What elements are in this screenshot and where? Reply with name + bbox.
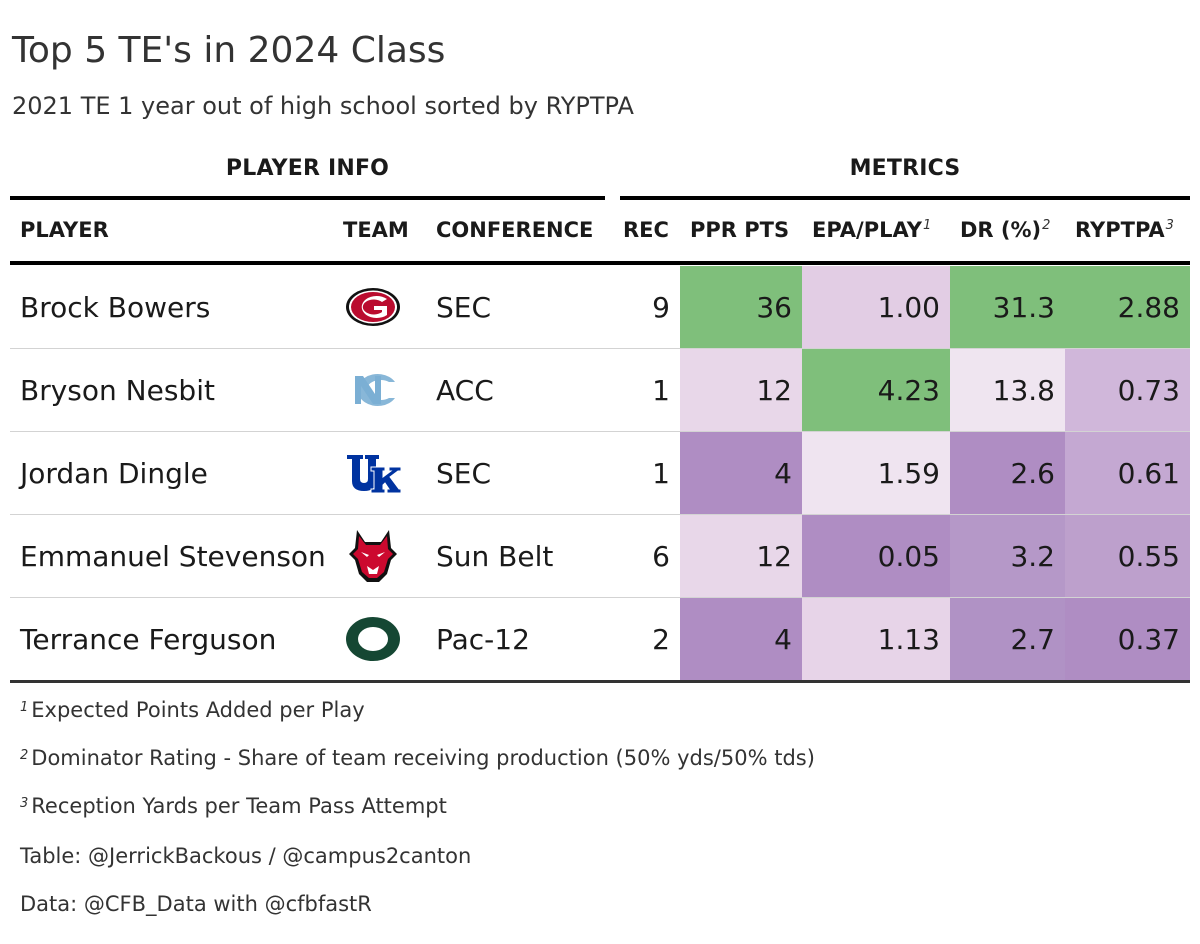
cell-dr: 31.3 [950,266,1065,349]
table-row: Emmanuel Stevenson Sun Belt 6 12 0.05 3.2 0.55 [10,515,1190,598]
arkansas-state-logo-icon [343,526,403,586]
column-header-ryptpa: RYPTPA3 [1075,218,1174,242]
source-note-data: Data: @CFB_Data with @cfbfastR [20,892,372,916]
cell-dr: 2.7 [950,598,1065,681]
cell-conference: ACC [436,374,494,407]
column-header-conference: CONFERENCE [436,218,594,242]
kentucky-logo-icon [343,443,403,503]
page-title: Top 5 TE's in 2024 Class [12,30,446,71]
column-header-team: TEAM [343,218,409,242]
cell-rec: 2 [652,623,670,656]
cell-dr: 2.6 [950,432,1065,515]
table-row: Jordan Dingle SEC 1 4 1.59 2.6 0.61 [10,432,1190,515]
cell-ppr: 4 [680,432,802,515]
unc-logo-icon [343,360,403,420]
cell-player: Brock Bowers [20,291,211,324]
georgia-logo-icon [343,277,403,337]
cell-epa: 1.13 [802,598,950,681]
cell-rec: 1 [652,374,670,407]
cell-ryptpa: 2.88 [1065,266,1190,349]
cell-ppr: 4 [680,598,802,681]
cell-conference: SEC [436,457,492,490]
cell-rec: 9 [652,291,670,324]
column-header-rec: REC [623,218,669,242]
cell-dr: 13.8 [950,349,1065,432]
footnote-2-text: Dominator Rating - Share of team receivi… [31,746,815,770]
column-header-ppr: PPR PTS [690,218,790,242]
column-header-epa: EPA/PLAY1 [812,218,931,242]
page-subtitle: 2021 TE 1 year out of high school sorted… [12,92,634,120]
spanner-player-info-line [10,196,605,200]
row-separator [10,348,1190,349]
cell-ppr: 12 [680,349,802,432]
footnote-2: 2 Dominator Rating - Share of team receiv… [20,746,815,770]
cell-player: Terrance Ferguson [20,623,277,656]
cell-rec: 6 [652,540,670,573]
oregon-logo-icon [343,609,403,669]
cell-conference: SEC [436,291,492,324]
spanner-metrics: METRICS [849,156,961,181]
cell-ryptpa: 0.73 [1065,349,1190,432]
footnote-3: 3 Reception Yards per Team Pass Attempt [20,794,447,818]
footnote-1-mark: 1 [20,700,29,715]
footnote-3-text: Reception Yards per Team Pass Attempt [31,794,447,818]
cell-ppr: 36 [680,266,802,349]
cell-ppr: 12 [680,515,802,598]
cell-conference: Pac-12 [436,623,530,656]
row-separator [10,514,1190,515]
spanner-player-info: PLAYER INFO [225,156,390,181]
footnote-2-mark: 2 [20,748,29,763]
cell-epa: 0.05 [802,515,950,598]
footnote-1-text: Expected Points Added per Play [31,698,365,722]
row-separator [10,431,1190,432]
spanner-metrics-line [620,196,1190,200]
cell-player: Bryson Nesbit [20,374,215,407]
cell-epa: 1.00 [802,266,950,349]
table-row: Terrance Ferguson Pac-12 2 4 1.13 2.7 0.37 [10,598,1190,681]
cell-epa: 4.23 [802,349,950,432]
table-row: Brock Bowers SEC 9 36 1.00 31.3 2.88 [10,266,1190,349]
column-header-player: PLAYER [20,218,109,242]
cell-ryptpa: 0.61 [1065,432,1190,515]
footnote-marker-2: 2 [1042,218,1051,233]
column-header-dr: DR (%)2 [960,218,1050,242]
footnote-marker-3: 3 [1165,218,1174,233]
column-header-epa-label: EPA/PLAY [812,218,922,242]
cell-player: Emmanuel Stevenson [20,540,326,573]
cell-dr: 3.2 [950,515,1065,598]
row-separator [10,597,1190,598]
source-note-table: Table: @JerrickBackous / @campus2canton [20,844,472,868]
column-header-dr-label: DR (%) [960,218,1042,242]
cell-player: Jordan Dingle [20,457,208,490]
header-rule [10,261,1190,265]
footnote-1: 1 Expected Points Added per Play [20,698,365,722]
column-header-ryptpa-label: RYPTPA [1075,218,1165,242]
table-row: Bryson Nesbit ACC 1 12 4.23 13.8 0.73 [10,349,1190,432]
footnote-marker-1: 1 [922,218,932,233]
table-bottom-rule [10,680,1190,683]
cell-conference: Sun Belt [436,540,554,573]
cell-rec: 1 [652,457,670,490]
cell-epa: 1.59 [802,432,950,515]
footnote-3-mark: 3 [20,796,29,811]
cell-ryptpa: 0.55 [1065,515,1190,598]
cell-ryptpa: 0.37 [1065,598,1190,681]
